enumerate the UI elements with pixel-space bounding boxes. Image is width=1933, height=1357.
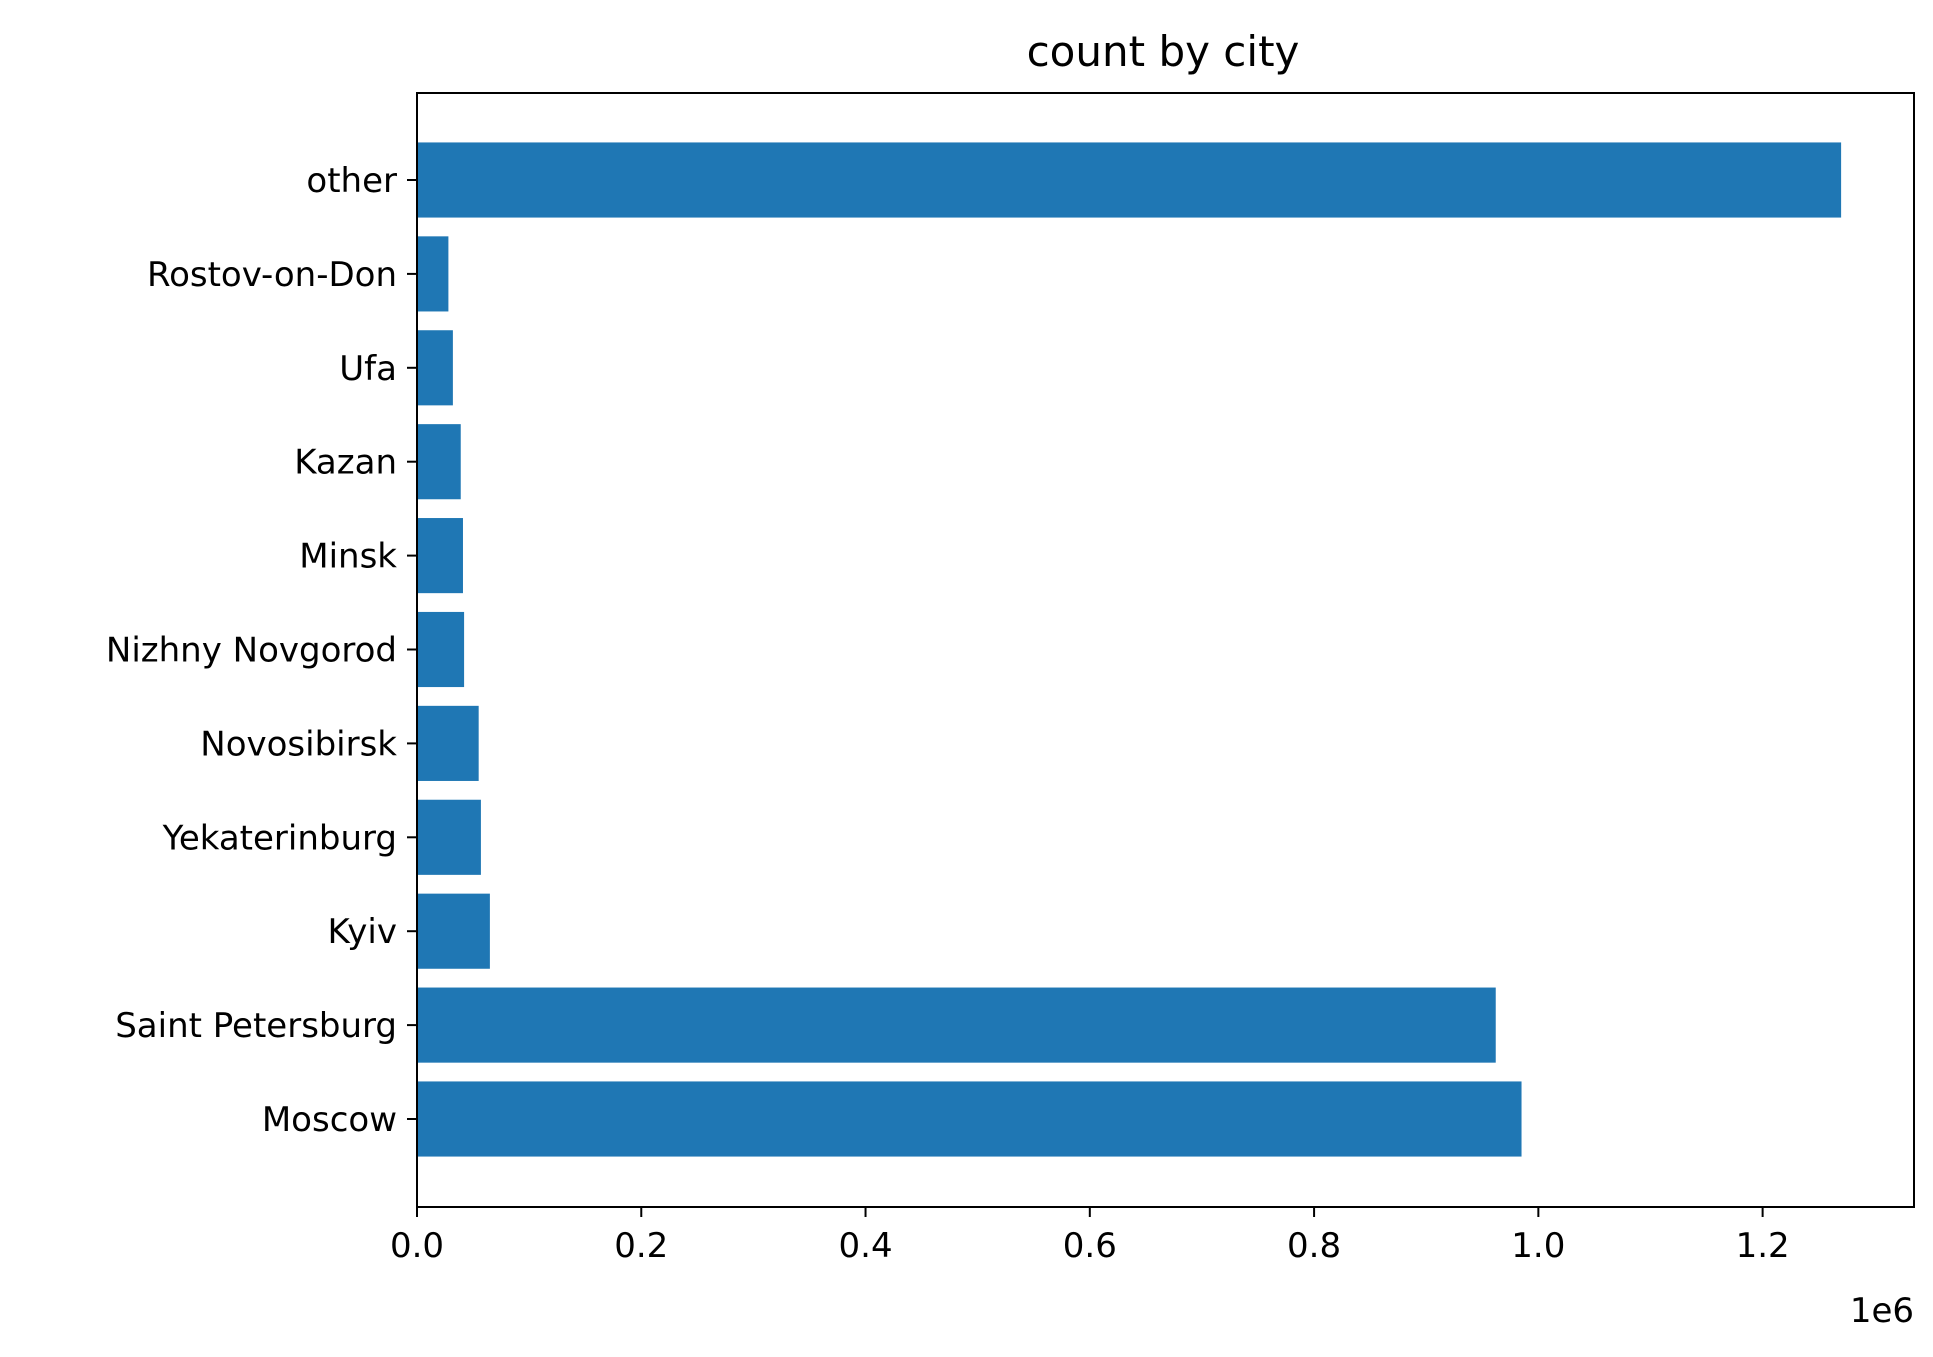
bar-nizhny-novgorod	[417, 611, 465, 688]
bar-kyiv	[417, 893, 490, 969]
x-axis-offset-label: 1e6	[1850, 1291, 1914, 1331]
category-label: Ufa	[339, 349, 397, 389]
x-tick-label: 1.0	[1511, 1226, 1565, 1266]
bar-moscow	[417, 1081, 1522, 1157]
category-labels: Moscow Saint Petersburg Kyiv Yekaterinburg N…	[106, 161, 417, 1140]
category-label: Saint Petersburg	[115, 1006, 397, 1046]
category-label: Nizhny Novgorod	[106, 631, 397, 671]
category-label: Moscow	[262, 1100, 397, 1140]
bar-rostov-on-don	[417, 236, 449, 312]
category-label: Minsk	[299, 537, 397, 577]
category-label: Novosibirsk	[200, 724, 397, 764]
bar-ufa	[417, 330, 453, 406]
plot-frame	[416, 92, 1915, 1208]
x-tick-label: 0.4	[839, 1226, 893, 1266]
bar-yekaterinburg	[417, 799, 481, 875]
bar-kazan	[417, 424, 461, 500]
category-label: Yekaterinburg	[162, 818, 397, 858]
category-label: other	[306, 161, 397, 201]
category-label: Rostov-on-Don	[147, 255, 397, 295]
bar-minsk	[417, 518, 463, 594]
bar-novosibirsk	[417, 705, 479, 781]
bar-other	[417, 142, 1842, 218]
category-label: Kazan	[294, 443, 397, 483]
x-axis-ticks: 0.0 0.2 0.4 0.6 0.8 1.0 1.2	[390, 1207, 1790, 1266]
category-label: Kyiv	[327, 912, 397, 952]
x-tick-label: 0.6	[1063, 1226, 1117, 1266]
x-tick-label: 0.8	[1287, 1226, 1341, 1266]
bar-saint-petersburg	[417, 987, 1496, 1063]
chart-title: count by city	[1027, 27, 1300, 76]
x-tick-label: 0.0	[390, 1226, 444, 1266]
x-tick-label: 1.2	[1736, 1226, 1790, 1266]
x-tick-label: 0.2	[614, 1226, 668, 1266]
bars-group	[417, 142, 1842, 1157]
